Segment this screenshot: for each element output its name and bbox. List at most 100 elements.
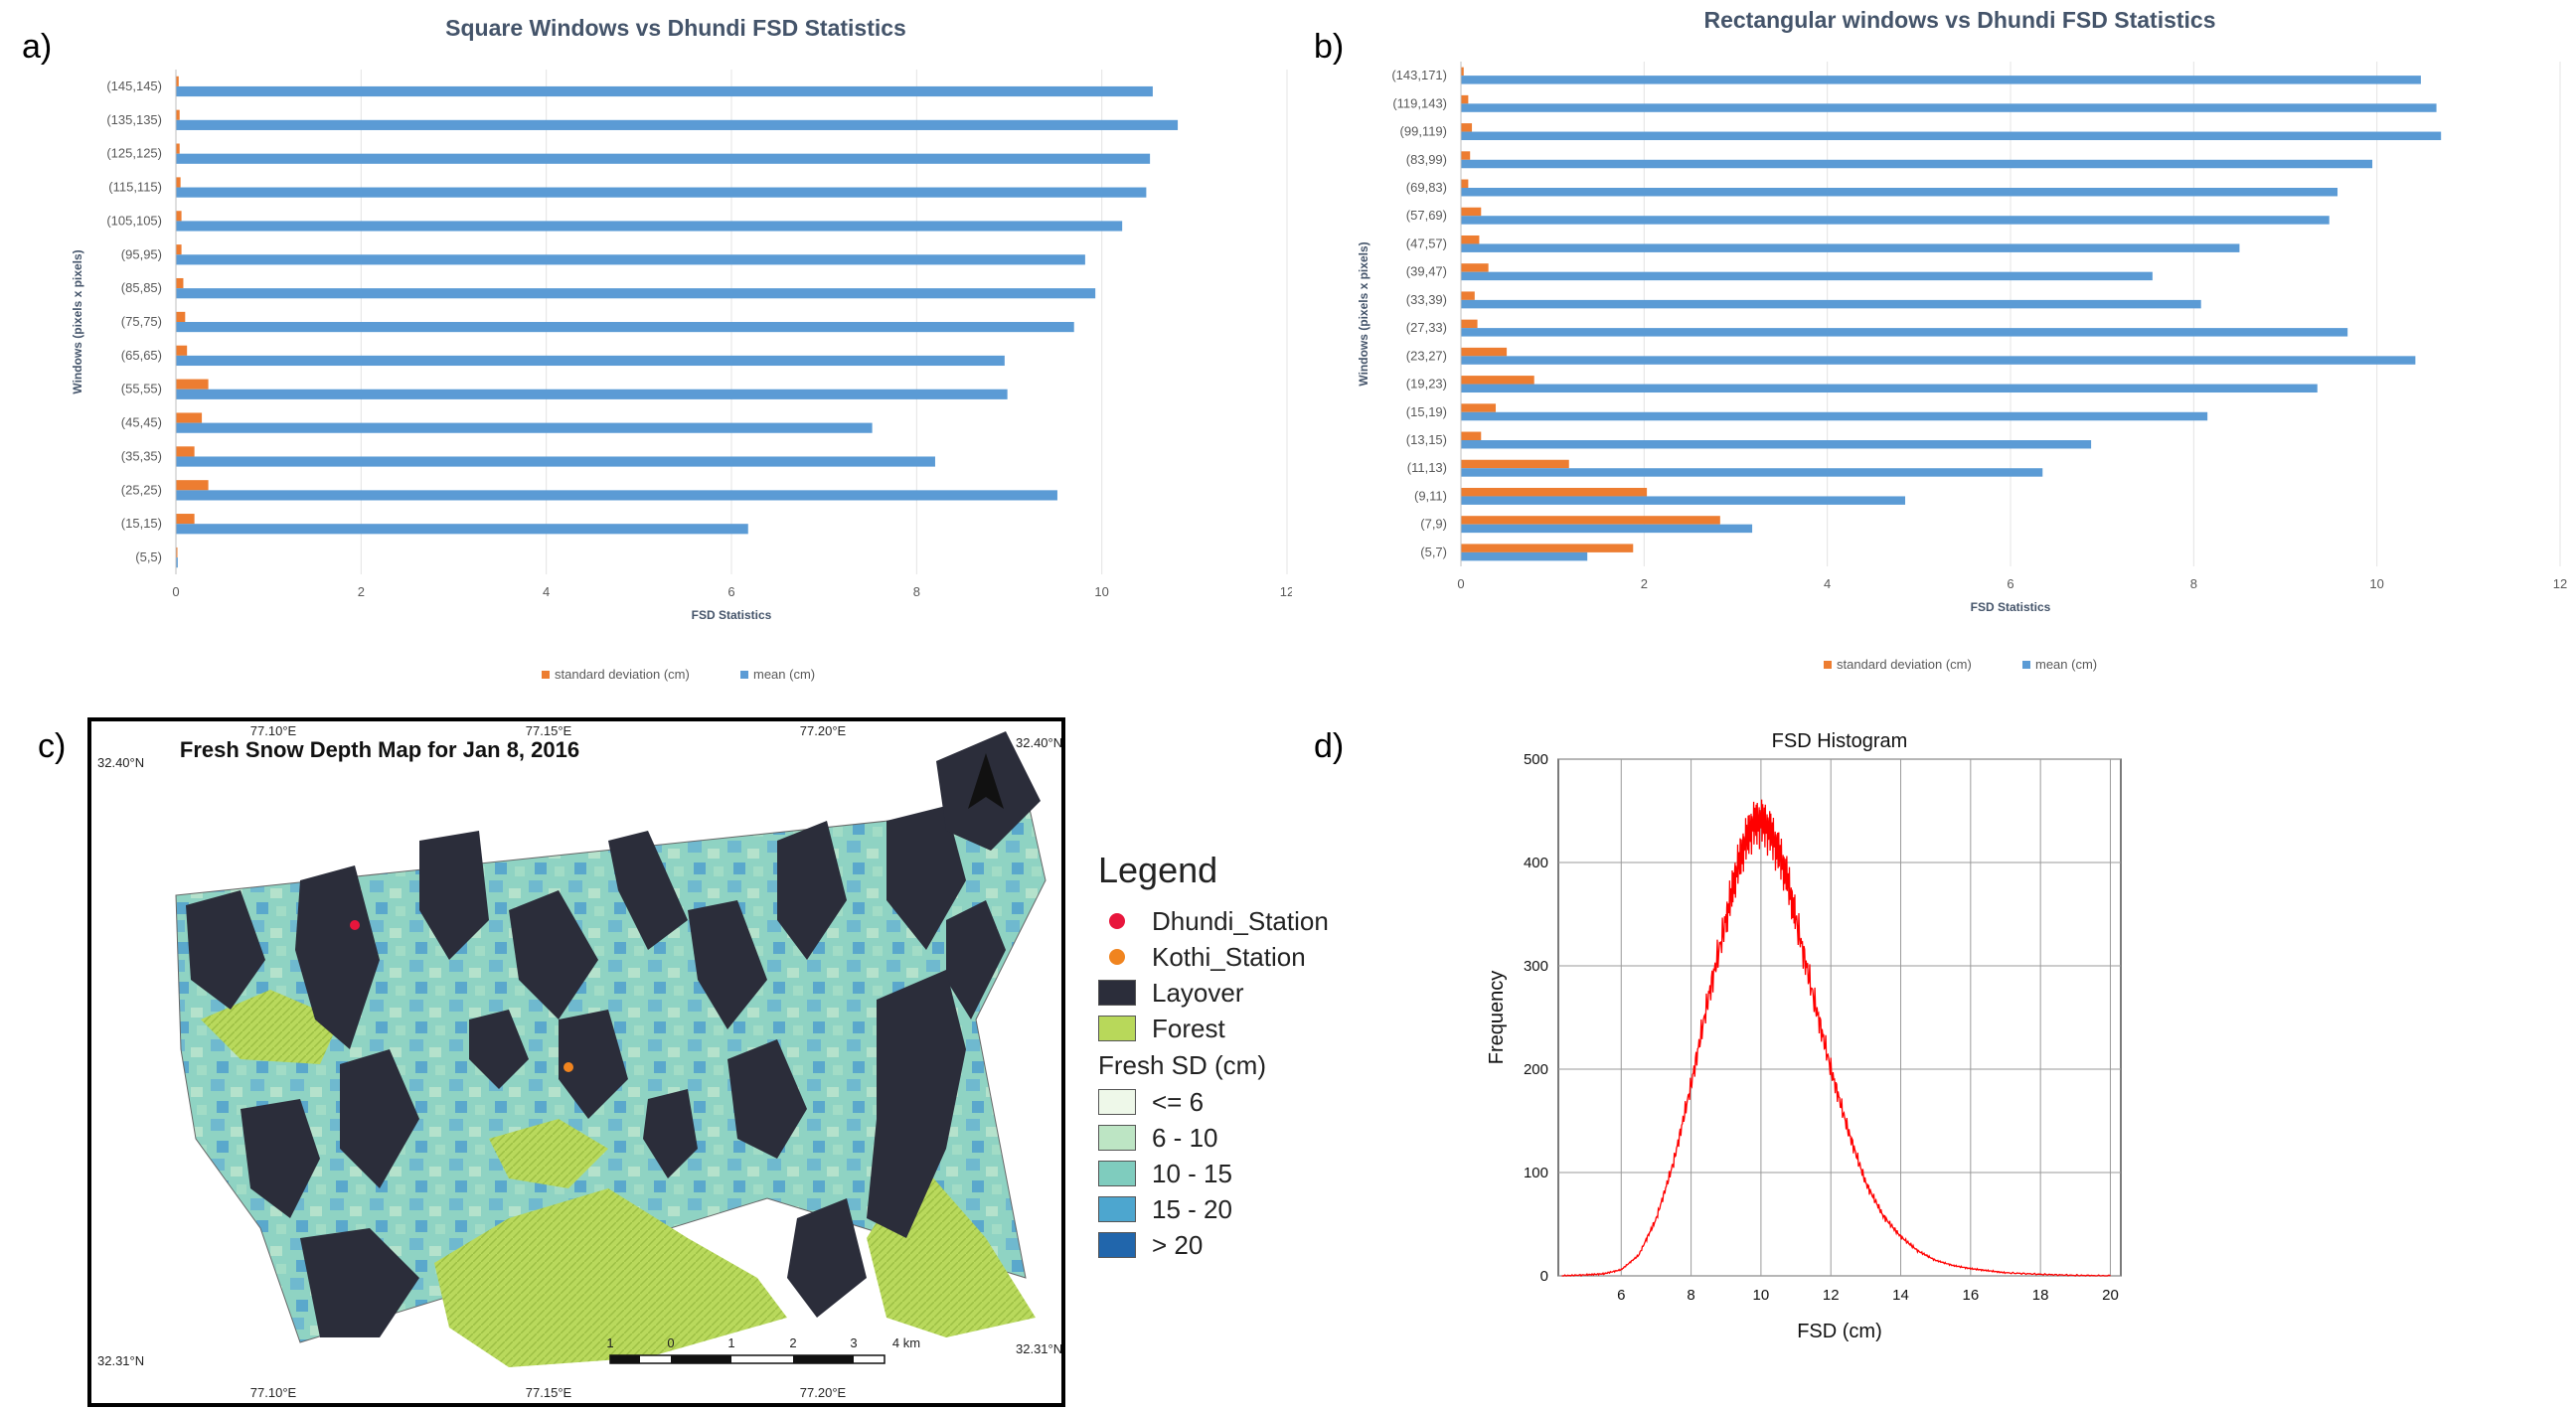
x-tick-label: 16 (1962, 1287, 1979, 1304)
y-tick-label: (75,75) (121, 314, 162, 329)
legend-item-forest: Forest (1098, 1011, 1357, 1046)
y-tick-label: (23,27) (1406, 348, 1447, 363)
legend-label: <= 6 (1152, 1086, 1205, 1117)
lat-label-top-right: 32.40°N (1016, 735, 1061, 750)
bar-standard-deviation (1461, 235, 1480, 244)
x-tick-label: 20 (2102, 1287, 2119, 1304)
y-tick-label: (55,55) (121, 382, 162, 396)
bar-standard-deviation (176, 514, 195, 525)
north-arrow-icon (968, 753, 1004, 809)
bar-standard-deviation (176, 311, 186, 322)
y-tick-label: (39,47) (1406, 264, 1447, 279)
y-tick-label: (13,15) (1406, 432, 1447, 447)
bar-mean (1461, 216, 2330, 225)
bar-mean (1461, 243, 2240, 252)
x-tick-label: 6 (727, 584, 734, 599)
legend-label: standard deviation (cm) (555, 667, 690, 682)
bar-standard-deviation (1461, 67, 1464, 77)
bar-mean (1461, 76, 2421, 84)
layover-swatch (1098, 980, 1136, 1006)
bar-standard-deviation (1461, 403, 1497, 412)
bar-standard-deviation (1461, 347, 1508, 357)
layover-areas (186, 731, 1041, 1337)
bar-mean (176, 254, 1085, 265)
class-swatch (1098, 1161, 1136, 1186)
bar-standard-deviation (1461, 431, 1482, 440)
x-axis-title: FSD (cm) (1797, 1321, 1882, 1342)
legend-label: Layover (1152, 977, 1244, 1008)
histogram-line (1561, 799, 2111, 1278)
x-tick-label: 12 (1280, 584, 1292, 599)
square-windows-bar-chart: 0 2 4 6 8 10 12 Square Windows vs Dhundi FSD St… (71, 15, 1292, 682)
x-axis-title: FSD Statistics (692, 608, 772, 622)
dhundi-station-marker (350, 920, 360, 930)
forest-area (201, 990, 340, 1064)
y-tick-label: (15,15) (121, 516, 162, 531)
y-tick-label: (83,99) (1406, 152, 1447, 167)
scale-label: 4 km (892, 1335, 920, 1350)
forest-area (489, 1119, 608, 1188)
y-axis-title: Windows (pixels x pixels) (71, 249, 84, 393)
bar-mean (1461, 496, 1906, 505)
legend-item-class: > 20 (1098, 1227, 1357, 1263)
y-tick-label: (11,13) (1407, 460, 1447, 475)
bar-standard-deviation (1461, 376, 1534, 385)
panel-label-b: b) (1314, 28, 1345, 66)
y-tick-label: (115,115) (108, 180, 162, 195)
bar-mean (1461, 103, 2437, 112)
y-tick-label: (35,35) (121, 448, 162, 463)
bar-standard-deviation (1461, 516, 1720, 525)
bar-mean (1461, 131, 2442, 141)
legend-item-class: 15 - 20 (1098, 1191, 1357, 1227)
legend-item-class: 6 - 10 (1098, 1120, 1357, 1156)
station-marker-icon (1109, 949, 1125, 965)
legend-label: standard deviation (cm) (1837, 657, 1972, 672)
lat-label-bottom-right: 32.31°N (1016, 1341, 1061, 1356)
y-tick-label: (7,9) (1420, 517, 1447, 532)
y-tick-label: (19,23) (1406, 377, 1447, 392)
kothi-station-marker (564, 1062, 573, 1072)
bar-mean (176, 456, 935, 467)
y-tick-label: (69,83) (1406, 180, 1447, 195)
bar-mean (1461, 468, 2043, 477)
bar-mean (176, 422, 873, 433)
x-tick-label: 0 (1457, 576, 1464, 591)
lat-label-top-left: 32.40°N (97, 755, 144, 770)
forest-swatch (1098, 1016, 1136, 1041)
y-tick-label: (15,19) (1406, 404, 1447, 419)
bar-standard-deviation (176, 412, 203, 423)
bar-mean (1461, 524, 1753, 534)
x-tick-label: 4 (1824, 576, 1831, 591)
x-tick-label: 10 (1753, 1287, 1770, 1304)
y-tick-label: 500 (1524, 751, 1548, 768)
y-tick-label: (99,119) (1400, 124, 1447, 139)
bar-standard-deviation (1461, 179, 1469, 188)
y-tick-label: (33,39) (1406, 292, 1447, 307)
bar-mean (176, 490, 1057, 501)
bar-standard-deviation (1461, 151, 1471, 160)
class-swatch (1098, 1232, 1136, 1258)
bar-standard-deviation (1461, 459, 1569, 469)
legend-item-class: 10 - 15 (1098, 1156, 1357, 1191)
plot-area (1557, 758, 2122, 1277)
y-tick-label: (135,135) (106, 112, 162, 127)
x-tick-label: 10 (1094, 584, 1108, 599)
bar-standard-deviation (1461, 207, 1482, 217)
y-tick-label: 300 (1524, 958, 1548, 975)
y-tick-label: (57,69) (1406, 208, 1447, 223)
x-tick-label: 8 (1687, 1287, 1694, 1304)
scale-label: 0 (667, 1335, 674, 1350)
chart-title: Rectangular windows vs Dhundi FSD Statis… (1703, 7, 2215, 33)
x-tick-label: 14 (1892, 1287, 1909, 1304)
lon-label-top: 77.15°E (526, 723, 572, 738)
forest-area (434, 1188, 787, 1367)
bar-mean (176, 187, 1147, 198)
bar-mean (1461, 411, 2208, 421)
x-axis-title: FSD Statistics (1971, 600, 2051, 614)
map-legend: Legend Dhundi_Station Kothi_Station Layo… (1098, 850, 1357, 1263)
bar-mean (176, 288, 1096, 299)
y-tick-label: (85,85) (121, 280, 162, 295)
y-tick-label: (145,145) (106, 78, 162, 93)
y-tick-label: (45,45) (121, 415, 162, 430)
bar-standard-deviation (176, 446, 195, 457)
